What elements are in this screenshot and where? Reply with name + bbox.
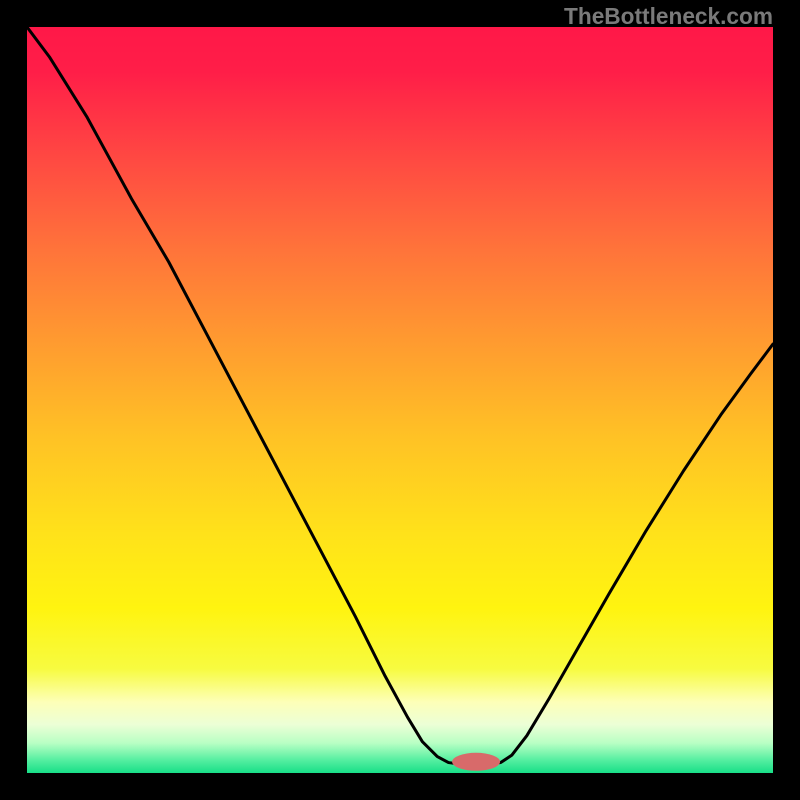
gradient-background: [27, 27, 773, 773]
plot-area: [27, 27, 773, 773]
chart-stage: TheBottleneck.com: [0, 0, 800, 800]
optimum-marker: [452, 753, 500, 771]
watermark-label: TheBottleneck.com: [564, 3, 773, 30]
